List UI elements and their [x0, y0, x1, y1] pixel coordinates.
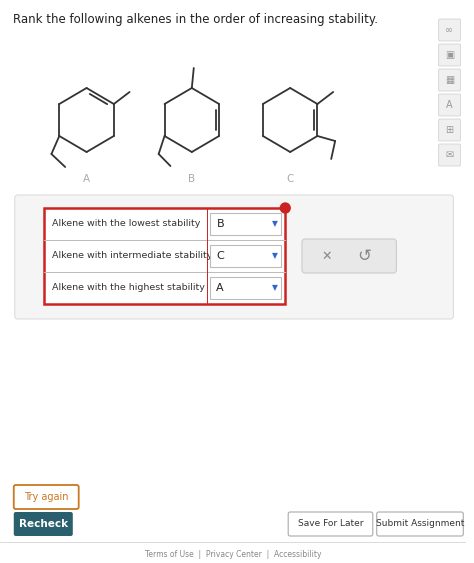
FancyBboxPatch shape: [439, 44, 460, 66]
Text: ✕: ✕: [321, 249, 332, 262]
Text: Try again: Try again: [24, 492, 68, 502]
FancyBboxPatch shape: [14, 485, 79, 509]
Text: ⊞: ⊞: [446, 125, 454, 135]
Text: ▼: ▼: [273, 284, 278, 293]
Bar: [210, 245, 281, 267]
Text: C: C: [286, 174, 294, 184]
FancyBboxPatch shape: [439, 119, 460, 141]
Bar: [210, 213, 281, 235]
Text: ▦: ▦: [445, 75, 454, 85]
FancyBboxPatch shape: [439, 144, 460, 166]
Text: Save For Later: Save For Later: [298, 520, 363, 529]
Text: ▣: ▣: [445, 50, 454, 60]
Text: Rank the following alkenes in the order of increasing stability.: Rank the following alkenes in the order …: [13, 13, 378, 26]
Text: B: B: [188, 174, 195, 184]
FancyBboxPatch shape: [44, 208, 285, 304]
FancyBboxPatch shape: [302, 239, 396, 273]
Text: ∞: ∞: [446, 25, 454, 35]
FancyBboxPatch shape: [288, 512, 373, 536]
Bar: [210, 277, 281, 299]
Text: A: A: [83, 174, 90, 184]
Text: Alkene with the highest stability: Alkene with the highest stability: [52, 284, 205, 293]
FancyBboxPatch shape: [439, 69, 460, 91]
FancyBboxPatch shape: [15, 195, 454, 319]
Text: ↺: ↺: [357, 247, 371, 265]
Text: ▼: ▼: [273, 252, 278, 261]
Text: Submit Assignment: Submit Assignment: [376, 520, 464, 529]
Text: Terms of Use  |  Privacy Center  |  Accessibility: Terms of Use | Privacy Center | Accessib…: [145, 550, 321, 559]
Text: Recheck: Recheck: [18, 519, 68, 529]
Text: B: B: [217, 219, 224, 229]
FancyBboxPatch shape: [14, 512, 73, 536]
Text: C: C: [217, 251, 224, 261]
FancyBboxPatch shape: [439, 19, 460, 41]
Text: ▼: ▼: [273, 220, 278, 229]
Circle shape: [280, 203, 290, 213]
Text: ✉: ✉: [446, 150, 454, 160]
Text: Alkene with the lowest stability: Alkene with the lowest stability: [52, 220, 201, 229]
Text: Alkene with intermediate stability: Alkene with intermediate stability: [52, 252, 212, 261]
FancyBboxPatch shape: [377, 512, 463, 536]
Text: A: A: [217, 283, 224, 293]
Text: A: A: [446, 100, 453, 110]
FancyBboxPatch shape: [439, 94, 460, 116]
